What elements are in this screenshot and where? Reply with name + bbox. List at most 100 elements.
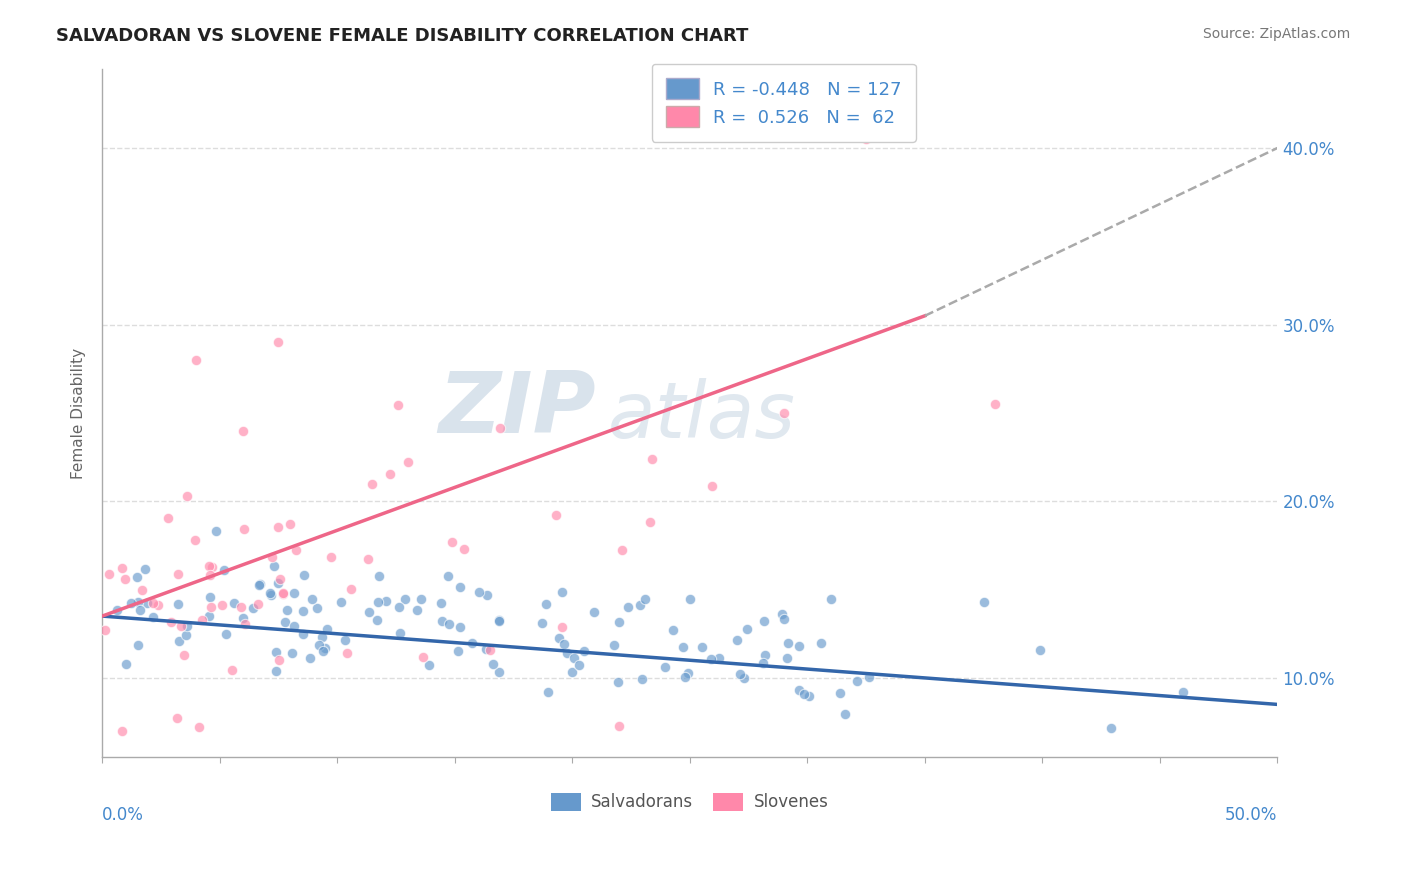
Point: [787, 640, 810, 654]
Point: [793, 687, 815, 701]
Point: [231, 600, 253, 615]
Point: [201, 560, 224, 574]
Point: [200, 568, 222, 582]
Point: [264, 664, 287, 678]
Point: [776, 635, 799, 649]
Point: [198, 608, 221, 623]
Point: [187, 721, 209, 735]
Point: [378, 467, 401, 482]
Point: [482, 657, 505, 672]
Point: [1099, 721, 1122, 735]
Point: [212, 563, 235, 577]
Point: [233, 521, 256, 535]
Point: [301, 592, 323, 607]
Text: SALVADORAN VS SLOVENE FEMALE DISABILITY CORRELATION CHART: SALVADORAN VS SLOVENE FEMALE DISABILITY …: [56, 27, 748, 45]
Point: [640, 515, 662, 529]
Point: [247, 578, 270, 592]
Point: [754, 648, 776, 662]
Point: [211, 598, 233, 612]
Point: [530, 615, 553, 630]
Point: [488, 613, 510, 627]
Text: atlas: atlas: [607, 378, 796, 454]
Point: [453, 541, 475, 556]
Point: [191, 613, 214, 627]
Point: [572, 644, 595, 658]
Point: [267, 575, 290, 590]
Point: [231, 610, 253, 624]
Point: [314, 640, 336, 655]
Point: [673, 671, 696, 685]
Point: [607, 718, 630, 732]
Point: [752, 614, 775, 628]
Point: [551, 585, 574, 599]
Point: [582, 605, 605, 619]
Point: [389, 626, 412, 640]
Point: [447, 644, 470, 658]
Point: [858, 670, 880, 684]
Point: [198, 590, 221, 604]
Point: [751, 656, 773, 670]
Point: [259, 586, 281, 600]
Point: [299, 651, 322, 665]
Point: [368, 568, 391, 582]
Point: [725, 632, 748, 647]
Point: [134, 561, 156, 575]
Point: [221, 663, 243, 677]
Point: [475, 641, 498, 656]
Point: [846, 673, 869, 688]
Point: [292, 567, 315, 582]
Point: [534, 597, 557, 611]
Point: [387, 399, 409, 413]
Point: [405, 603, 427, 617]
Point: [555, 646, 578, 660]
Point: [336, 646, 359, 660]
Point: [641, 451, 664, 466]
Point: [441, 535, 464, 549]
Point: [312, 644, 335, 658]
Point: [564, 651, 586, 665]
Text: 0.0%: 0.0%: [103, 805, 143, 823]
Point: [672, 640, 695, 655]
Point: [94, 623, 117, 637]
Point: [418, 658, 440, 673]
Point: [439, 617, 461, 632]
Point: [797, 689, 820, 703]
Point: [200, 600, 222, 615]
Point: [820, 591, 842, 606]
Point: [169, 634, 191, 648]
Point: [173, 648, 195, 662]
Point: [628, 598, 651, 612]
Point: [607, 615, 630, 630]
Point: [662, 624, 685, 638]
Point: [548, 631, 571, 645]
Point: [654, 660, 676, 674]
Point: [544, 508, 567, 522]
Point: [461, 636, 484, 650]
Point: [617, 599, 640, 614]
Point: [607, 675, 630, 690]
Point: [285, 542, 308, 557]
Point: [111, 561, 134, 575]
Point: [166, 711, 188, 725]
Point: [308, 638, 330, 652]
Point: [834, 706, 856, 721]
Point: [120, 595, 142, 609]
Point: [412, 650, 434, 665]
Point: [249, 576, 271, 591]
Point: [633, 591, 655, 606]
Point: [114, 572, 136, 586]
Point: [568, 657, 591, 672]
Point: [770, 607, 793, 622]
Point: [333, 633, 356, 648]
Point: [311, 630, 333, 644]
Point: [610, 543, 633, 558]
Point: [266, 645, 288, 659]
Text: Source: ZipAtlas.com: Source: ZipAtlas.com: [1202, 27, 1350, 41]
Point: [984, 397, 1007, 411]
Y-axis label: Female Disability: Female Disability: [72, 347, 86, 478]
Point: [292, 627, 315, 641]
Point: [430, 596, 453, 610]
Point: [111, 723, 134, 738]
Point: [1029, 643, 1052, 657]
Point: [733, 671, 755, 685]
